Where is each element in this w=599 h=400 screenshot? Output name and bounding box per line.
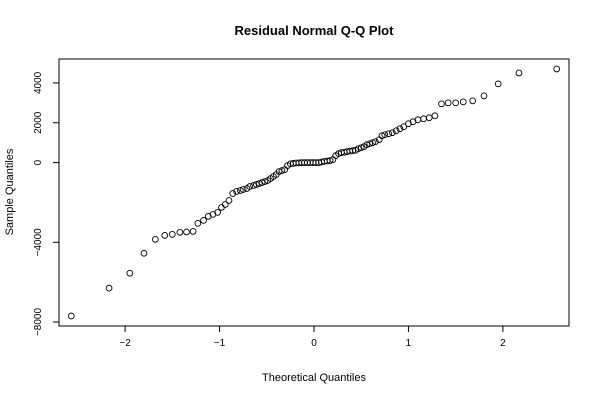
data-point	[452, 99, 460, 107]
data-point	[194, 220, 202, 227]
data-point	[246, 183, 254, 190]
x-tick-label: −2	[119, 338, 131, 349]
chart-title: Residual Normal Q-Q Plot	[235, 23, 395, 38]
x-tick-label: 0	[311, 338, 317, 349]
y-tick-label: 4000	[33, 71, 44, 94]
data-point	[161, 231, 169, 239]
data-point	[400, 123, 408, 131]
data-point	[392, 127, 400, 135]
data-point	[494, 80, 502, 88]
data-point	[444, 99, 452, 107]
data-point	[431, 112, 439, 120]
x-axis: −2 −1 0 1 2	[119, 326, 506, 349]
y-tick-label: −4000	[33, 228, 44, 257]
data-point	[236, 187, 244, 194]
data-point	[369, 139, 376, 147]
data-points	[67, 65, 561, 320]
y-tick-label: 0	[33, 159, 44, 165]
x-tick-label: 1	[406, 338, 412, 349]
data-point	[378, 132, 386, 140]
data-point	[326, 157, 334, 164]
data-point	[225, 197, 233, 204]
data-point	[363, 141, 371, 149]
data-point	[459, 98, 467, 106]
data-point	[396, 125, 404, 133]
data-point	[515, 69, 523, 77]
data-point	[420, 115, 427, 123]
data-point	[355, 145, 362, 153]
data-point	[349, 147, 357, 155]
data-point	[425, 114, 433, 122]
data-point	[385, 130, 392, 138]
data-point	[151, 235, 159, 243]
data-point	[275, 168, 283, 175]
data-point	[126, 269, 134, 277]
data-point	[469, 97, 477, 105]
data-point	[218, 204, 225, 211]
data-point	[67, 312, 75, 320]
data-point	[366, 140, 374, 148]
data-point	[255, 180, 263, 187]
data-point	[553, 65, 561, 73]
data-point	[372, 138, 379, 146]
data-point	[438, 100, 445, 108]
x-tick-label: 2	[500, 338, 506, 349]
data-point	[105, 284, 113, 292]
data-point	[200, 217, 207, 224]
data-point	[214, 209, 222, 216]
data-point	[229, 190, 237, 197]
data-point	[278, 167, 286, 174]
data-point	[381, 131, 389, 139]
data-point	[189, 228, 197, 235]
y-axis: −8000 −4000 0 2000 4000	[33, 71, 59, 336]
data-point	[233, 188, 240, 195]
data-point	[176, 229, 184, 236]
y-tick-label: 2000	[33, 111, 44, 134]
data-point	[183, 228, 190, 236]
data-point	[168, 230, 176, 238]
data-point	[357, 144, 365, 152]
data-point	[250, 182, 257, 189]
data-point	[261, 178, 269, 185]
data-point	[239, 186, 247, 193]
data-point	[258, 179, 266, 186]
plot-frame	[58, 58, 570, 327]
x-axis-label: Theoretical Quantiles	[262, 372, 366, 384]
y-axis-label: Sample Quantiles	[4, 148, 16, 235]
y-tick-label: −8000	[33, 308, 44, 337]
data-point	[140, 249, 148, 257]
data-point	[253, 181, 260, 188]
data-point	[221, 201, 229, 208]
x-tick-label: −1	[214, 338, 226, 349]
data-point	[480, 92, 488, 100]
data-point	[389, 129, 396, 137]
